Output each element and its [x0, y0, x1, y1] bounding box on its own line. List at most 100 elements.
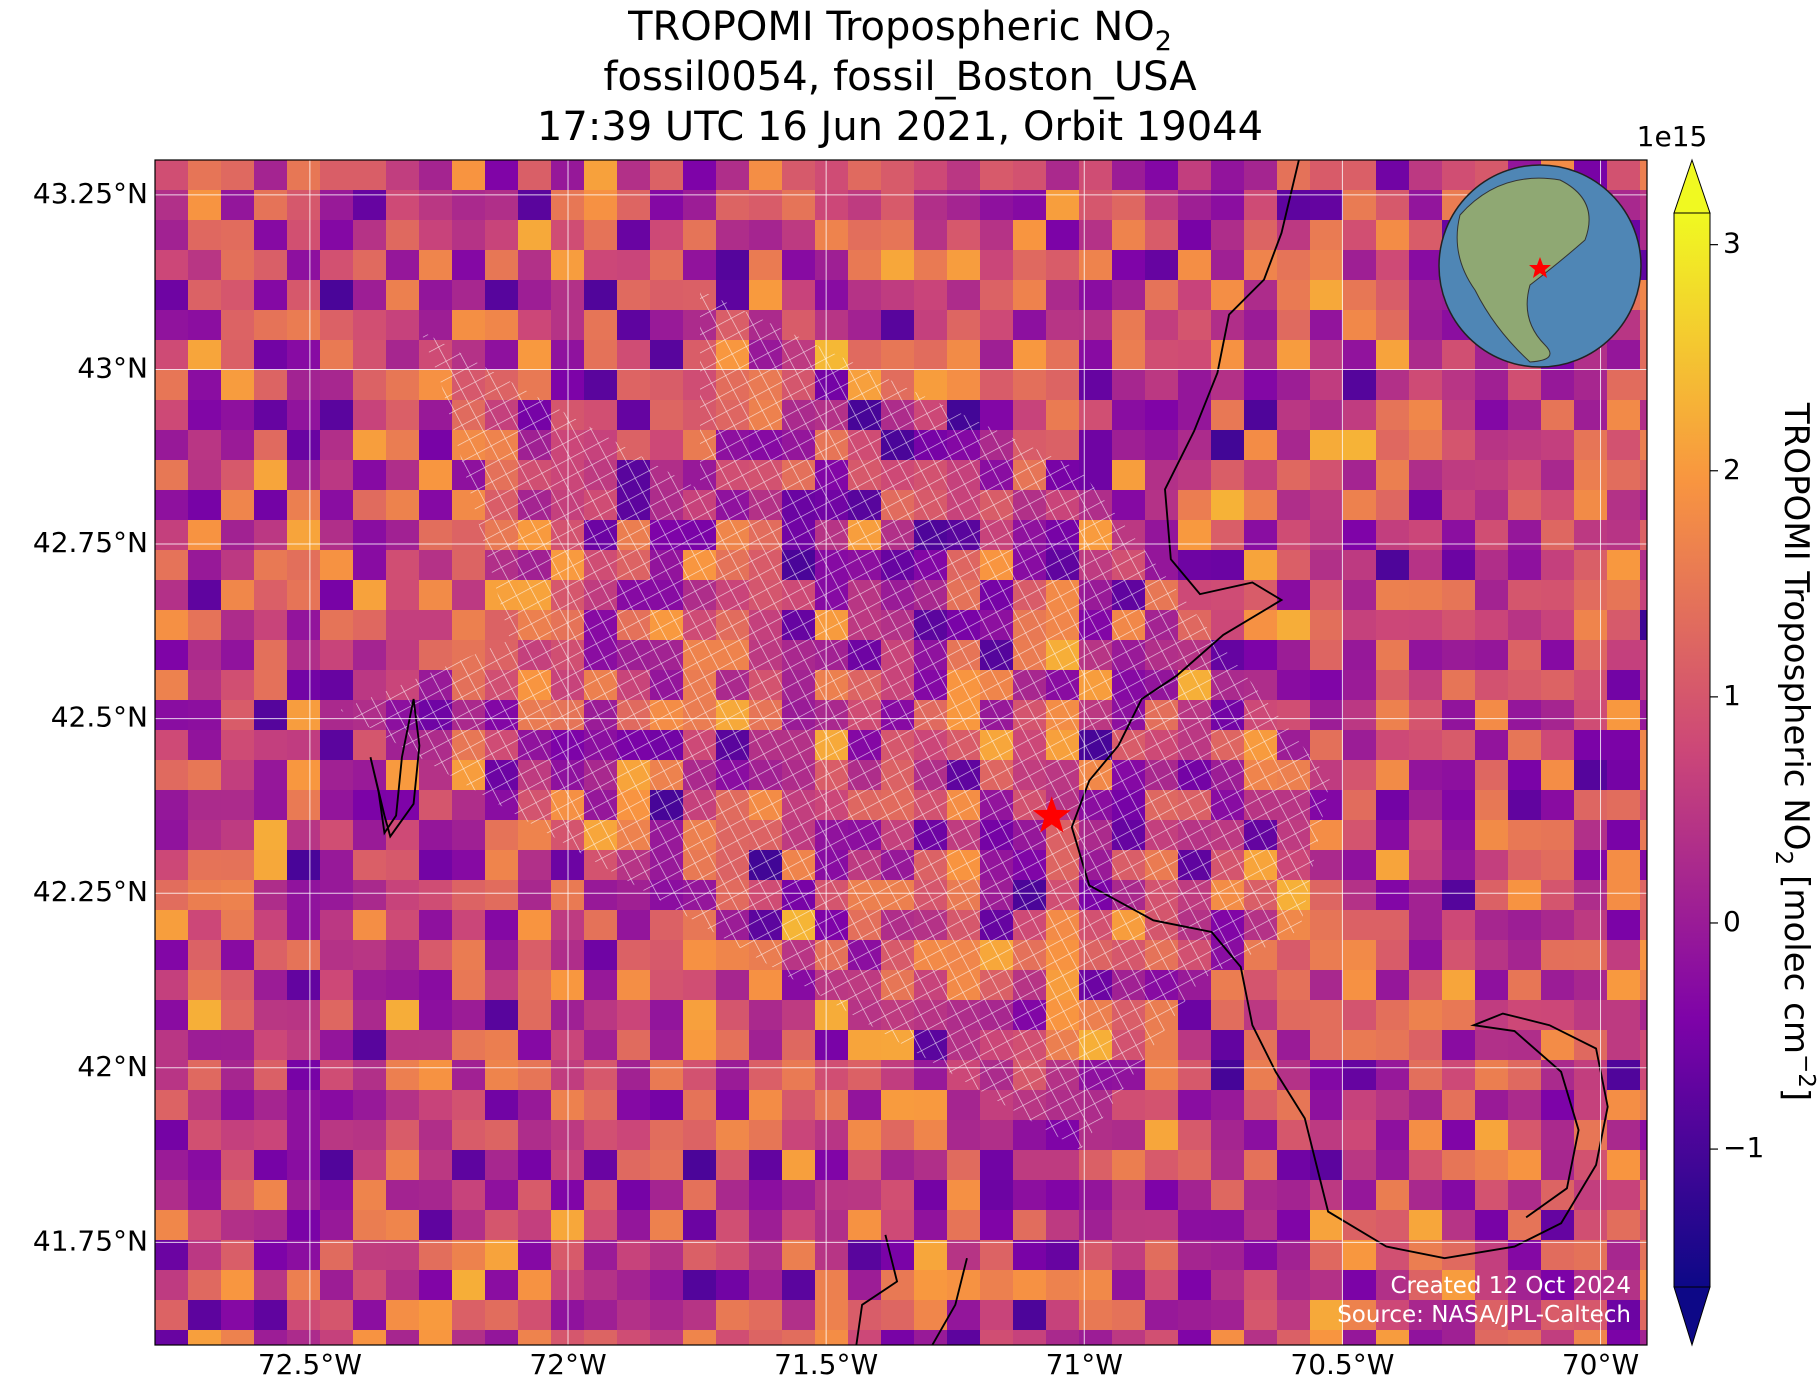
pixel [485, 250, 518, 280]
pixel [1211, 1030, 1244, 1060]
pixel [221, 1180, 254, 1210]
pixel [287, 1300, 320, 1330]
pixel [1640, 1240, 1647, 1270]
pixel [1475, 730, 1508, 760]
pixel [947, 1240, 980, 1270]
pixel [353, 1030, 386, 1060]
pixel [1574, 700, 1607, 730]
pixel [782, 1240, 815, 1270]
pixel [188, 610, 221, 640]
pixel [947, 250, 980, 280]
pixel [881, 160, 914, 190]
pixel [584, 160, 617, 190]
pixel [1244, 1240, 1277, 1270]
pixel [1013, 160, 1046, 190]
pixel [419, 1300, 452, 1330]
pixel [947, 1090, 980, 1120]
pixel [1376, 460, 1409, 490]
pixel [1310, 310, 1343, 340]
pixel [650, 310, 683, 340]
pixel [749, 970, 782, 1000]
pixel [155, 220, 188, 250]
pixel [386, 850, 419, 880]
pixel [1376, 220, 1409, 250]
pixel [221, 280, 254, 310]
pixel [683, 940, 716, 970]
pixel [848, 1060, 881, 1090]
pixel [1244, 1150, 1277, 1180]
pixel [551, 1330, 584, 1345]
pixel [221, 1030, 254, 1060]
pixel [584, 310, 617, 340]
pixel [188, 550, 221, 580]
pixel [1112, 220, 1145, 250]
pixel [1409, 1300, 1442, 1330]
pixel [188, 940, 221, 970]
pixel [551, 1000, 584, 1030]
pixel [221, 970, 254, 1000]
pixel [1310, 280, 1343, 310]
pixel [650, 970, 683, 1000]
pixel [1178, 520, 1211, 550]
pixel [584, 250, 617, 280]
pixel [254, 430, 287, 460]
pixel [419, 1060, 452, 1090]
pixel [254, 1300, 287, 1330]
pixel [815, 1210, 848, 1240]
pixel [1607, 160, 1640, 190]
pixel [617, 370, 650, 400]
pixel [1409, 1060, 1442, 1090]
pixel [716, 1180, 749, 1210]
pixel [1409, 1330, 1442, 1345]
pixel [1442, 550, 1475, 580]
pixel [749, 1030, 782, 1060]
pixel [1607, 610, 1640, 640]
pixel [452, 1120, 485, 1150]
pixel [1640, 220, 1647, 250]
pixel [386, 910, 419, 940]
pixel [1607, 1120, 1640, 1150]
pixel [485, 1150, 518, 1180]
pixel [1475, 940, 1508, 970]
pixel [947, 1210, 980, 1240]
pixel [155, 1210, 188, 1240]
pixel [188, 580, 221, 610]
pixel [1343, 580, 1376, 610]
pixel [419, 580, 452, 610]
pixel [617, 340, 650, 370]
pixel [419, 1180, 452, 1210]
pixel [1112, 460, 1145, 490]
pixel [980, 1240, 1013, 1270]
pixel [1442, 760, 1475, 790]
pixel [881, 340, 914, 370]
pixel [419, 520, 452, 550]
pixel [1343, 280, 1376, 310]
pixel [1376, 1270, 1409, 1300]
pixel [353, 880, 386, 910]
pixel [1277, 670, 1310, 700]
pixel [1343, 1240, 1376, 1270]
pixel [1376, 610, 1409, 640]
pixel [749, 1300, 782, 1330]
pixel [1442, 1000, 1475, 1030]
pixel [1376, 550, 1409, 580]
pixel [320, 340, 353, 370]
pixel [848, 1090, 881, 1120]
pixel [188, 220, 221, 250]
pixel [287, 580, 320, 610]
pixel [452, 910, 485, 940]
pixel [452, 1330, 485, 1345]
pixel [1244, 340, 1277, 370]
pixel [254, 1120, 287, 1150]
pixel [815, 250, 848, 280]
pixel [1310, 370, 1343, 400]
pixel [1310, 1150, 1343, 1180]
pixel [1112, 490, 1145, 520]
pixel [386, 580, 419, 610]
pixel [188, 370, 221, 400]
pixel [1409, 1090, 1442, 1120]
pixel [584, 1120, 617, 1150]
pixel [1508, 700, 1541, 730]
pixel [518, 1210, 551, 1240]
